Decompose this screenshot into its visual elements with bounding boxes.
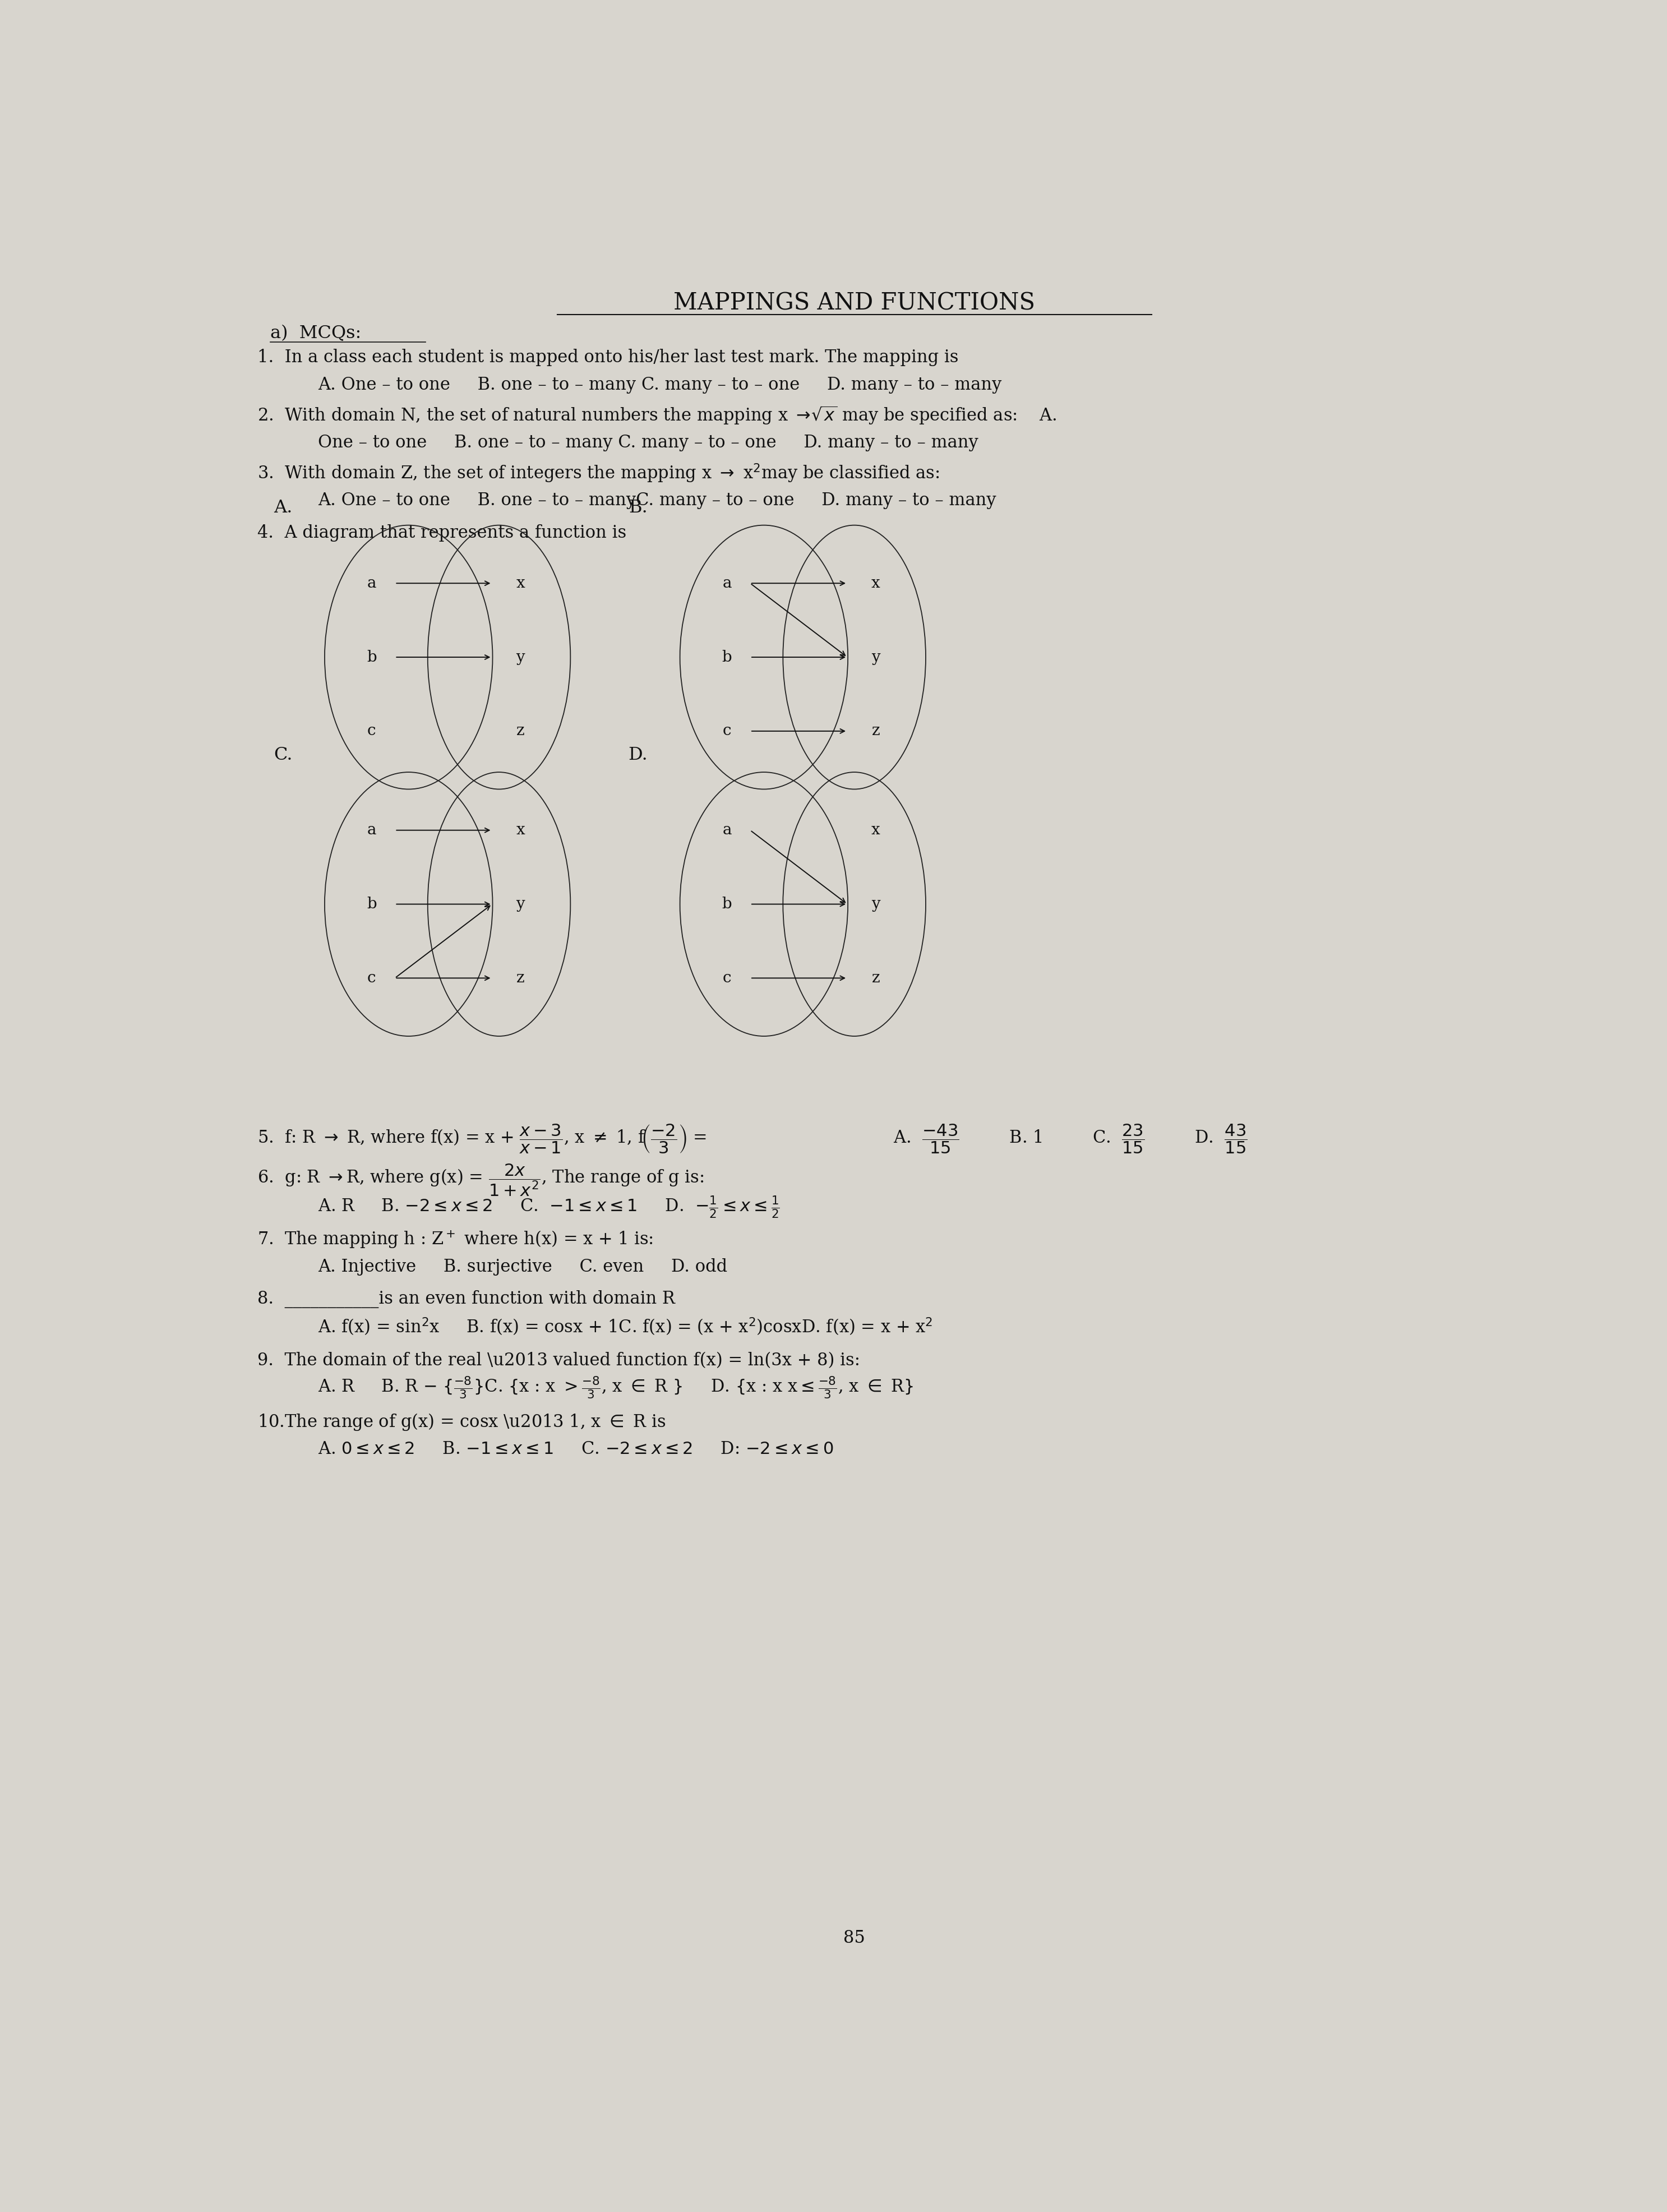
Text: 9.  The domain of the real \u2013 valued function f(x) = ln(3x + 8) is:: 9. The domain of the real \u2013 valued … <box>257 1352 860 1369</box>
Text: y: y <box>872 650 880 666</box>
Text: A. One – to one     B. one – to – many C. many – to – one     D. many – to – man: A. One – to one B. one – to – many C. ma… <box>318 376 1002 394</box>
Text: A.: A. <box>273 500 292 518</box>
Text: A. f(x) = sin$^2$x     B. f(x) = cosx + 1C. f(x) = (x + x$^2$)cosxD. f(x) = x + : A. f(x) = sin$^2$x B. f(x) = cosx + 1C. … <box>318 1316 934 1336</box>
Text: b: b <box>722 650 732 666</box>
Text: 5.  f: R $\rightarrow$ R, where f(x) = x + $\dfrac{x-3}{x-1}$, x $\neq$ 1, f$\!\: 5. f: R $\rightarrow$ R, where f(x) = x … <box>257 1124 707 1155</box>
Text: y: y <box>517 896 525 911</box>
Text: 7.  The mapping h : Z$^+$ where h(x) = x + 1 is:: 7. The mapping h : Z$^+$ where h(x) = x … <box>257 1230 653 1250</box>
Text: x: x <box>517 575 525 591</box>
Text: a: a <box>367 823 377 838</box>
Text: 8.  ___________is an even function with domain R: 8. ___________is an even function with d… <box>257 1290 675 1307</box>
Text: a: a <box>722 823 732 838</box>
Text: c: c <box>367 723 377 739</box>
Text: 2.  With domain N, the set of natural numbers the mapping x $\rightarrow\!\sqrt{: 2. With domain N, the set of natural num… <box>257 405 1057 427</box>
Text: x: x <box>872 575 880 591</box>
Text: a)  MCQs:: a) MCQs: <box>270 325 362 343</box>
Text: z: z <box>517 971 525 987</box>
Text: 10.The range of g(x) = cosx \u2013 1, x $\in$ R is: 10.The range of g(x) = cosx \u2013 1, x … <box>257 1411 665 1431</box>
Text: 6.  g: R $\rightarrow$R, where g(x) = $\dfrac{2x}{1+x^2}$, The range of g is:: 6. g: R $\rightarrow$R, where g(x) = $\d… <box>257 1164 703 1197</box>
Text: MAPPINGS AND FUNCTIONS: MAPPINGS AND FUNCTIONS <box>673 292 1035 314</box>
Text: z: z <box>517 723 525 739</box>
Text: 1.  In a class each student is mapped onto his/her last test mark. The mapping i: 1. In a class each student is mapped ont… <box>257 349 959 367</box>
Text: A. One – to one     B. one – to – manyC. many – to – one     D. many – to – many: A. One – to one B. one – to – manyC. man… <box>318 491 997 509</box>
Text: c: c <box>367 971 377 987</box>
Text: 85: 85 <box>844 1929 865 1947</box>
Text: x: x <box>872 823 880 838</box>
Text: a: a <box>367 575 377 591</box>
Text: c: c <box>722 723 732 739</box>
Text: B.: B. <box>628 500 647 518</box>
Text: A.  $\dfrac{-43}{15}$         B. 1         C.  $\dfrac{23}{15}$         D.  $\df: A. $\dfrac{-43}{15}$ B. 1 C. $\dfrac{23}… <box>894 1124 1247 1155</box>
Text: b: b <box>367 650 377 666</box>
Text: c: c <box>722 971 732 987</box>
Text: z: z <box>872 723 880 739</box>
Text: y: y <box>872 896 880 911</box>
Text: b: b <box>722 896 732 911</box>
Text: b: b <box>367 896 377 911</box>
Text: 3.  With domain Z, the set of integers the mapping x $\rightarrow$ x$^2$may be c: 3. With domain Z, the set of integers th… <box>257 462 940 484</box>
Text: A. R     B. R $-$ $\{\frac{-8}{3}\}$C. $\{$x : x $> \frac{-8}{3}$, x $\in$ R $\}: A. R B. R $-$ $\{\frac{-8}{3}\}$C. $\{$x… <box>318 1376 914 1400</box>
Text: C.: C. <box>273 745 292 763</box>
Text: z: z <box>872 971 880 987</box>
Text: A. Injective     B. surjective     C. even     D. odd: A. Injective B. surjective C. even D. od… <box>318 1259 727 1276</box>
Text: A. R     B. $-2 \leq x \leq 2$     C.  $-1 \leq x \leq 1$     D.  $-\frac{1}{2} : A. R B. $-2 \leq x \leq 2$ C. $-1 \leq x… <box>318 1194 780 1221</box>
Text: y: y <box>517 650 525 666</box>
Text: D.: D. <box>628 745 647 763</box>
Text: a: a <box>722 575 732 591</box>
Text: x: x <box>517 823 525 838</box>
Text: One – to one     B. one – to – many C. many – to – one     D. many – to – many: One – to one B. one – to – many C. many … <box>318 434 979 451</box>
Text: 4.  A diagram that represents a function is: 4. A diagram that represents a function … <box>257 524 627 542</box>
Text: A. $0 \leq x \leq 2$     B. $-1 \leq x \leq 1$     C. $-2 \leq x \leq 2$     D: : A. $0 \leq x \leq 2$ B. $-1 \leq x \leq … <box>318 1440 834 1458</box>
